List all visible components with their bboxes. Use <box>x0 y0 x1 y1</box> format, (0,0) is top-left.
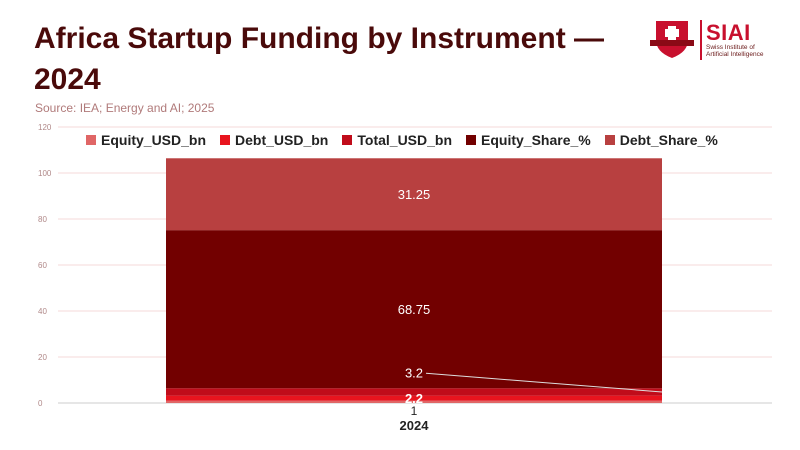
legend-label-debt-share: Debt_Share_% <box>619 132 718 148</box>
y-tick-label-100: 100 <box>38 169 52 178</box>
legend-label-total-usd: Total_USD_bn <box>357 132 453 148</box>
x-category-label-2024: 2024 <box>400 418 430 433</box>
chart-title: Africa Startup Funding by Instrument — 2… <box>34 22 605 96</box>
siai-shield-icon <box>650 20 702 60</box>
y-tick-label-40: 40 <box>38 307 47 316</box>
logo-subtitle-line-2: Artificial Intelligence <box>706 51 764 58</box>
data-label-leader-line <box>425 372 663 393</box>
bar-segment-debt-usd-bn <box>166 395 662 401</box>
y-tick-label-60: 60 <box>38 261 47 270</box>
legend-item-total-usd: Total_USD_bn <box>342 132 452 148</box>
logo-subtitle-line-1: Swiss Institute of <box>706 44 755 51</box>
data-label-equity-usd-bn: 1 <box>411 404 418 418</box>
chart-source: Source: IEA; Energy and AI; 2025 <box>35 101 215 115</box>
legend-swatch-equity-usd <box>86 135 96 145</box>
y-tick-label-0: 0 <box>38 399 43 408</box>
data-label-debt-usd-bn: 2.2 <box>405 391 423 406</box>
logo-name: SIAI <box>706 20 751 45</box>
y-tick-label-20: 20 <box>38 353 47 362</box>
legend-swatch-debt-usd <box>220 135 231 145</box>
legend-label-debt-usd: Debt_USD_bn <box>235 132 329 148</box>
legend-label-equity-usd: Equity_USD_bn <box>101 132 207 148</box>
legend-label-equity-share: Equity_Share_% <box>481 132 591 148</box>
logo-subtitle: Swiss Institute of Artificial Intelligen… <box>706 44 776 58</box>
bar-segment-total-usd-bn <box>166 388 662 396</box>
legend-swatch-debt-share <box>604 135 615 145</box>
bar-segment-equity-usd-bn <box>166 400 662 403</box>
legend-item-equity-share: Equity_Share_% <box>466 132 591 148</box>
y-tick-label-80: 80 <box>38 215 47 224</box>
y-tick-label-120: 120 <box>38 123 52 132</box>
legend-swatch-equity-share <box>466 135 477 145</box>
data-label-debt-share-: 31.25 <box>398 187 431 202</box>
bar-segment-equity-share- <box>166 230 662 389</box>
bar-segment-debt-share- <box>166 158 662 231</box>
chart-legend: Equity_USD_bn Debt_USD_bn Total_USD_bn E… <box>86 130 732 150</box>
legend-item-debt-share: Debt_Share_% <box>604 132 718 148</box>
data-label-total-usd-bn: 3.2 <box>405 365 423 380</box>
data-label-equity-share-: 68.75 <box>398 302 431 317</box>
legend-item-equity-usd: Equity_USD_bn <box>86 132 206 148</box>
legend-swatch-total-usd <box>342 135 353 145</box>
legend-item-debt-usd: Debt_USD_bn <box>220 132 328 148</box>
